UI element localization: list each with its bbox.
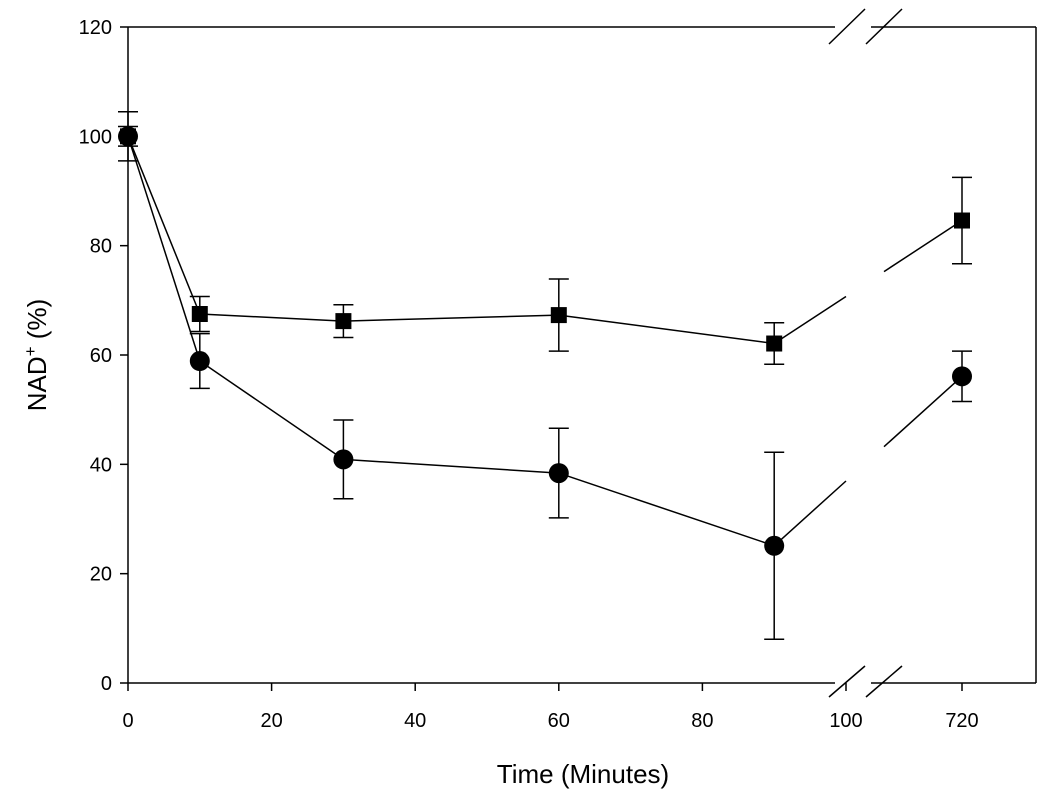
x-tick-label: 20 [260,710,282,732]
y-tick-label: 120 [79,17,112,39]
series-line-after-break [883,375,963,448]
series-line-to-break [773,480,847,547]
data-point-square [335,313,352,330]
series-line-to-break [773,295,847,345]
series-line-segment [127,136,201,315]
y-tick-label: 100 [79,126,112,148]
series-line-segment [558,314,775,345]
series-line-segment [199,360,344,461]
data-point-circle [764,535,785,556]
series-square [118,110,972,366]
series-line-segment [558,472,775,547]
axis-break-bottom-2 [865,665,903,698]
y-ticks: 0 20 40 60 80 100 120 [79,17,128,695]
series-line-segment [127,136,201,362]
data-point-circle [118,126,138,147]
y-tick-label: 0 [101,673,112,695]
x-tick-label: 60 [548,710,570,732]
data-point-square [766,335,783,352]
y-tick-label: 40 [90,454,112,476]
y-tick-label: 80 [90,236,112,258]
series-line-segment [343,314,559,322]
series-line-after-break [883,219,963,273]
data-point-square [954,212,970,229]
y-tick-label: 60 [90,345,112,367]
y-axis-title: NAD+ (%) [21,299,52,412]
data-point-square [550,307,567,324]
series-layer [118,110,972,641]
axis-break-top-2 [865,8,903,45]
data-point-circle [952,366,972,387]
data-point-square [191,306,208,322]
x-tick-label: 720 [945,710,978,732]
x-tick-label: 80 [691,710,713,732]
data-point-circle [189,351,210,372]
data-point-circle [333,449,354,470]
x-ticks: 0 20 40 60 80 100 720 [122,683,979,732]
x-axis-title: Time (Minutes) [497,759,669,789]
series-line-segment [343,458,559,474]
series-line-segment [199,313,344,322]
x-tick-label: 100 [829,710,862,732]
x-tick-label: 40 [404,710,426,732]
y-axis-title-rest: (%) [22,299,52,347]
y-axis-title-main: NAD [22,356,52,411]
y-tick-label: 20 [90,564,112,586]
axis-break-bottom-1 [828,665,866,698]
x-tick-label: 0 [122,710,133,732]
axis-break-top-1 [828,8,866,45]
data-point-circle [548,463,569,484]
series-circle [118,125,972,641]
y-axis-title-sup: + [21,346,40,356]
